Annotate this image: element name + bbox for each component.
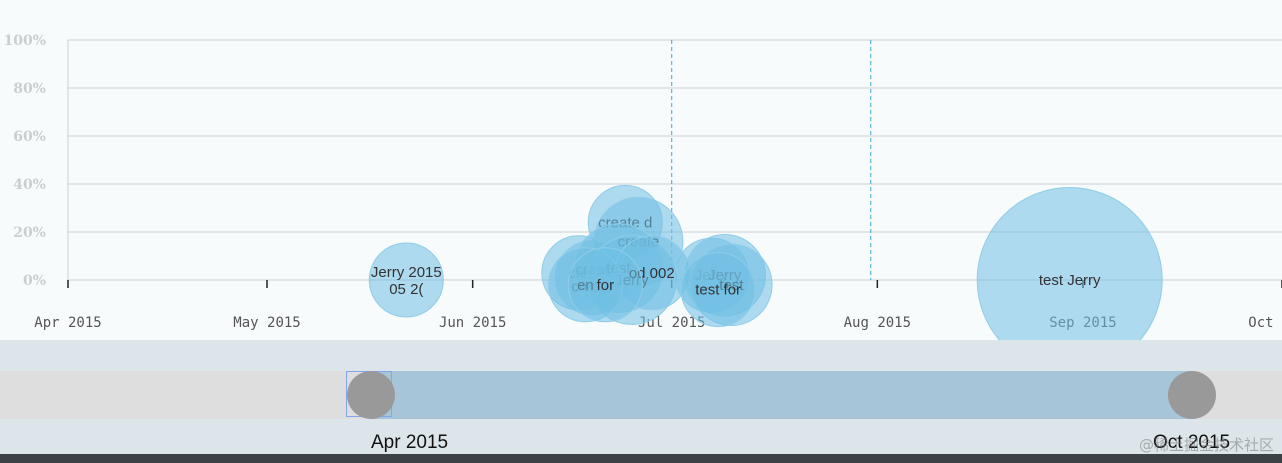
bubble-label-line: test Jerry (1039, 272, 1101, 289)
x-tick-label: Jun 2015 (439, 315, 506, 331)
bubble-label-line: test for (695, 282, 741, 299)
bubble: Jerry 2015 05 2( (368, 242, 444, 318)
x-tick-label: Aug 2015 (844, 315, 911, 331)
time-range-slider: Apr 2015 Oct 2015 @稀土掘金技术社区 (0, 340, 1282, 454)
bubble: for (567, 247, 643, 323)
x-tick-label: Jul 2015 (638, 315, 705, 331)
bubble-label: test Jerry (1039, 272, 1101, 289)
slider-selected-range[interactable] (371, 371, 1192, 419)
bubble-circle (368, 242, 444, 318)
bubble-label-line: 05 2( (389, 281, 423, 298)
slider-handle-start[interactable] (347, 371, 395, 419)
y-tick-label: 80% (13, 81, 46, 97)
x-tick-label: May 2015 (233, 315, 300, 331)
x-tick-label: Oct 2015 (1248, 315, 1282, 331)
x-tick-label: Apr 2015 (34, 315, 101, 331)
y-tick-label: 20% (13, 225, 46, 241)
bubble-label-line: for (597, 277, 615, 294)
y-tick-label: 0% (23, 273, 46, 289)
bottom-bar (0, 454, 1282, 463)
bubble-label: Jerry 2015 05 2( (371, 264, 442, 298)
bubble-label: test for (695, 282, 741, 299)
bubble: test Jerry (976, 187, 1163, 340)
slider-start-label: Apr 2015 (371, 432, 449, 453)
watermark: @稀土掘金技术社区 (1138, 436, 1274, 454)
bubble-circle (680, 252, 756, 328)
bubble-chart: 100% 80% 60% 40% 20% 0% Apr 2015 May 2015 Jun 2… (3, 33, 1282, 340)
bubble-label-line: Jerry 2015 (371, 264, 442, 281)
bubble: test for (680, 252, 756, 328)
bubble-circle (976, 187, 1163, 340)
y-tick-label: 100% (3, 33, 46, 49)
bubble-circle (567, 247, 643, 323)
y-tick-label: 60% (13, 129, 46, 145)
y-tick-label: 40% (13, 177, 46, 193)
bubble-label: for (597, 277, 615, 294)
slider-end-label: Oct 2015 (1153, 432, 1231, 453)
y-axis-ticks: 100% 80% 60% 40% 20% 0% (3, 33, 46, 289)
slider-handle-end[interactable] (1168, 371, 1216, 419)
